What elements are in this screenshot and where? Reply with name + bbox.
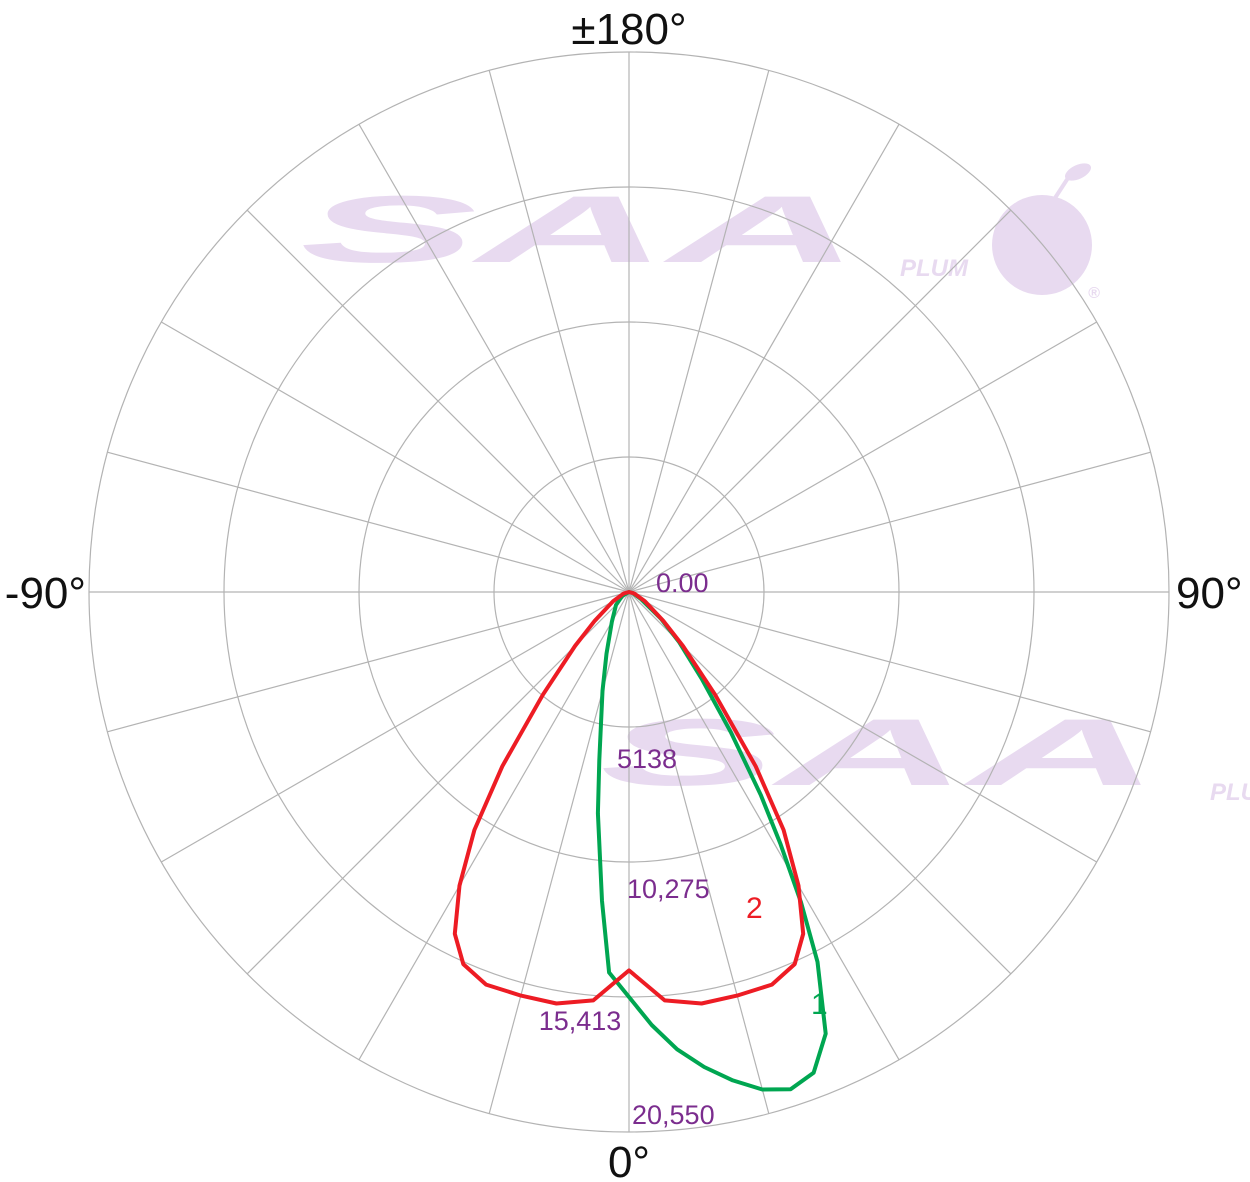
series-curve-1 — [595, 590, 828, 1092]
series-curve-2 — [452, 590, 806, 1006]
watermark-sub-2: PLUM — [1210, 779, 1250, 806]
angle-label: -90° — [5, 569, 86, 618]
watermark-sub: PLUM — [900, 255, 969, 282]
angle-label: 0° — [608, 1138, 650, 1182]
watermark-brand: SAA — [300, 177, 860, 283]
series-layer — [452, 590, 828, 1092]
angle-label: ±180° — [571, 5, 686, 54]
angle-label: 90° — [1176, 569, 1243, 618]
watermark-brand-2: SAA — [600, 700, 1160, 806]
series-label-1: 1 — [811, 988, 828, 1021]
watermark: SAA PLUM ® SAA PLUM — [300, 163, 1250, 806]
radial-tick-label: 20,550 — [632, 1100, 715, 1130]
radial-tick-label: 10,275 — [627, 874, 710, 904]
label-layer: ±180° 90° 0° -90° 0.00 5138 10,275 15,413 20,550… — [5, 5, 1243, 1182]
polar-grid — [88, 51, 1170, 1133]
radial-tick-label: 15,413 — [539, 1006, 622, 1036]
grid-ring — [358, 321, 900, 863]
radial-tick-label: 0.00 — [656, 568, 709, 598]
watermark-mark: ® — [1088, 285, 1100, 302]
radial-tick-label: 5138 — [617, 744, 677, 774]
plum-icon — [992, 163, 1092, 295]
grid-ring — [88, 51, 1170, 1133]
grid-ring — [493, 456, 765, 728]
series-label-2: 2 — [746, 892, 763, 925]
